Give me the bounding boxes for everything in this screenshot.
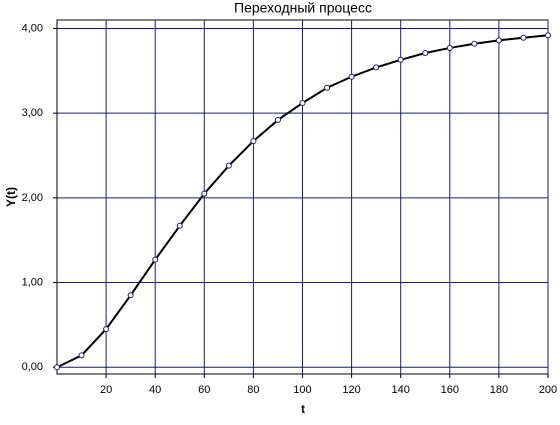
x-tick-label: 40 [149,384,161,396]
x-tick-label: 180 [490,384,508,396]
data-point [446,44,453,51]
x-tick-label: 200 [539,384,557,396]
data-point [103,326,110,333]
y-tick-label: 2,00 [22,192,43,204]
data-point [201,190,208,197]
data-point [471,40,478,47]
x-axis-label: t [301,402,305,416]
y-axis-label: Y(t) [4,187,18,207]
data-point [54,364,60,371]
y-tick-label: 0,00 [22,361,43,373]
x-tick-label: 80 [247,384,259,396]
x-tick-label: 20 [100,384,112,396]
data-point [299,99,306,106]
data-point [78,352,85,359]
data-point [274,116,281,123]
y-tick-label: 1,00 [22,276,43,288]
data-point [422,50,429,57]
data-point [225,162,232,169]
data-point [520,34,527,41]
data-point [495,37,502,44]
data-point [127,292,134,299]
data-point [250,138,257,145]
y-tick-label: 3,00 [22,107,43,119]
x-tick-label: 100 [293,384,311,396]
y-tick-label: 4,00 [22,22,43,34]
x-tick-label: 60 [198,384,210,396]
x-tick-label: 140 [392,384,410,396]
data-point [152,256,159,263]
data-point [373,64,380,71]
chart-title: Переходный процесс [234,0,372,16]
data-point [397,56,404,63]
data-point [348,73,355,80]
x-tick-label: 120 [342,384,360,396]
x-tick-label: 160 [441,384,459,396]
data-point [324,84,331,91]
data-point [545,32,551,39]
data-point [176,222,183,229]
